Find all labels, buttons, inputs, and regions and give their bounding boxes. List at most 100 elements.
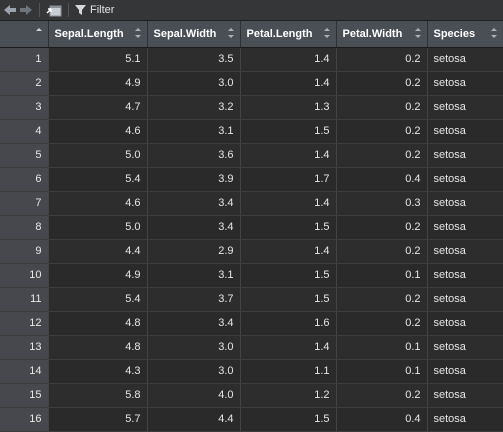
cell-sepal-length[interactable]: 4.9	[48, 263, 148, 288]
cell-species[interactable]: setosa	[427, 239, 503, 264]
cell-petal-length[interactable]: 1.5	[240, 119, 337, 144]
table-row[interactable]: 4 4.6 3.1 1.5 0.2 setosa	[0, 119, 503, 144]
table-row[interactable]: 3 4.7 3.2 1.3 0.2 setosa	[0, 95, 503, 120]
cell-petal-length[interactable]: 1.4	[240, 335, 337, 360]
cell-sepal-length[interactable]: 4.4	[48, 239, 148, 264]
cell-species[interactable]: setosa	[427, 167, 503, 192]
sort-arrows-icon[interactable]	[227, 27, 234, 39]
filter-button[interactable]: Filter	[75, 2, 114, 18]
table-row[interactable]: 14 4.3 3.0 1.1 0.1 setosa	[0, 359, 503, 384]
table-row[interactable]: 11 5.4 3.7 1.5 0.2 setosa	[0, 287, 503, 312]
cell-petal-length[interactable]: 1.5	[240, 215, 337, 240]
table-row[interactable]: 5 5.0 3.6 1.4 0.2 setosa	[0, 143, 503, 168]
cell-species[interactable]: setosa	[427, 71, 503, 96]
cell-petal-length[interactable]: 1.4	[240, 71, 337, 96]
cell-petal-width[interactable]: 0.2	[336, 95, 428, 120]
cell-sepal-length[interactable]: 4.3	[48, 359, 148, 384]
cell-species[interactable]: setosa	[427, 359, 503, 384]
cell-species[interactable]: setosa	[427, 215, 503, 240]
cell-petal-width[interactable]: 0.3	[336, 191, 428, 216]
cell-sepal-length[interactable]: 5.8	[48, 383, 148, 408]
column-header-species[interactable]: Species	[427, 21, 503, 48]
cell-petal-length[interactable]: 1.3	[240, 95, 337, 120]
column-header-petal-width[interactable]: Petal.Width	[336, 21, 428, 48]
table-row[interactable]: 12 4.8 3.4 1.6 0.2 setosa	[0, 311, 503, 336]
table-row[interactable]: 16 5.7 4.4 1.5 0.4 setosa	[0, 407, 503, 432]
cell-species[interactable]: setosa	[427, 287, 503, 312]
sort-arrows-icon[interactable]	[414, 27, 421, 39]
table-row[interactable]: 13 4.8 3.0 1.4 0.1 setosa	[0, 335, 503, 360]
cell-petal-length[interactable]: 1.4	[240, 47, 337, 72]
table-row[interactable]: 1 5.1 3.5 1.4 0.2 setosa	[0, 47, 503, 72]
cell-sepal-width[interactable]: 3.9	[147, 167, 241, 192]
cell-petal-length[interactable]: 1.2	[240, 383, 337, 408]
cell-sepal-width[interactable]: 3.4	[147, 191, 241, 216]
cell-species[interactable]: setosa	[427, 383, 503, 408]
cell-petal-width[interactable]: 0.2	[336, 119, 428, 144]
cell-sepal-width[interactable]: 3.0	[147, 335, 241, 360]
popout-window-icon[interactable]	[46, 2, 62, 18]
cell-petal-width[interactable]: 0.2	[336, 239, 428, 264]
cell-sepal-width[interactable]: 3.0	[147, 71, 241, 96]
cell-sepal-width[interactable]: 3.1	[147, 263, 241, 288]
cell-petal-length[interactable]: 1.5	[240, 263, 337, 288]
cell-species[interactable]: setosa	[427, 407, 503, 432]
cell-sepal-length[interactable]: 5.0	[48, 215, 148, 240]
cell-species[interactable]: setosa	[427, 119, 503, 144]
forward-arrow-icon[interactable]	[19, 2, 33, 18]
cell-petal-width[interactable]: 0.2	[336, 287, 428, 312]
cell-species[interactable]: setosa	[427, 263, 503, 288]
cell-petal-length[interactable]: 1.7	[240, 167, 337, 192]
cell-petal-width[interactable]: 0.2	[336, 143, 428, 168]
table-row[interactable]: 7 4.6 3.4 1.4 0.3 setosa	[0, 191, 503, 216]
cell-sepal-width[interactable]: 3.5	[147, 47, 241, 72]
cell-petal-length[interactable]: 1.4	[240, 143, 337, 168]
cell-sepal-width[interactable]: 3.2	[147, 95, 241, 120]
sort-arrows-icon[interactable]	[323, 27, 330, 39]
column-header-sepal-width[interactable]: Sepal.Width	[147, 21, 241, 48]
cell-petal-width[interactable]: 0.1	[336, 263, 428, 288]
cell-petal-length[interactable]: 1.5	[240, 407, 337, 432]
cell-sepal-width[interactable]: 3.1	[147, 119, 241, 144]
cell-petal-width[interactable]: 0.4	[336, 167, 428, 192]
cell-sepal-width[interactable]: 3.7	[147, 287, 241, 312]
cell-petal-width[interactable]: 0.2	[336, 71, 428, 96]
cell-sepal-length[interactable]: 4.8	[48, 311, 148, 336]
table-row[interactable]: 6 5.4 3.9 1.7 0.4 setosa	[0, 167, 503, 192]
sort-arrows-icon[interactable]	[134, 27, 141, 39]
cell-sepal-width[interactable]: 3.6	[147, 143, 241, 168]
cell-sepal-length[interactable]: 4.6	[48, 119, 148, 144]
column-header-sepal-length[interactable]: Sepal.Length	[48, 21, 148, 48]
cell-species[interactable]: setosa	[427, 335, 503, 360]
cell-sepal-length[interactable]: 5.1	[48, 47, 148, 72]
cell-sepal-width[interactable]: 2.9	[147, 239, 241, 264]
cell-sepal-length[interactable]: 5.4	[48, 167, 148, 192]
cell-species[interactable]: setosa	[427, 95, 503, 120]
cell-petal-width[interactable]: 0.4	[336, 407, 428, 432]
cell-petal-width[interactable]: 0.2	[336, 215, 428, 240]
cell-petal-length[interactable]: 1.5	[240, 287, 337, 312]
cell-sepal-length[interactable]: 4.8	[48, 335, 148, 360]
cell-sepal-width[interactable]: 3.4	[147, 311, 241, 336]
cell-species[interactable]: setosa	[427, 143, 503, 168]
table-row[interactable]: 10 4.9 3.1 1.5 0.1 setosa	[0, 263, 503, 288]
cell-species[interactable]: setosa	[427, 311, 503, 336]
cell-species[interactable]: setosa	[427, 191, 503, 216]
header-corner[interactable]	[0, 21, 49, 48]
cell-sepal-width[interactable]: 4.4	[147, 407, 241, 432]
cell-petal-width[interactable]: 0.1	[336, 359, 428, 384]
back-arrow-icon[interactable]	[3, 2, 17, 18]
cell-petal-length[interactable]: 1.4	[240, 191, 337, 216]
cell-sepal-length[interactable]: 5.4	[48, 287, 148, 312]
cell-petal-width[interactable]: 0.1	[336, 335, 428, 360]
cell-species[interactable]: setosa	[427, 47, 503, 72]
sort-arrows-icon[interactable]	[490, 27, 497, 39]
cell-sepal-width[interactable]: 3.0	[147, 359, 241, 384]
cell-sepal-length[interactable]: 4.9	[48, 71, 148, 96]
cell-sepal-length[interactable]: 5.0	[48, 143, 148, 168]
cell-petal-width[interactable]: 0.2	[336, 311, 428, 336]
cell-sepal-length[interactable]: 4.6	[48, 191, 148, 216]
cell-petal-length[interactable]: 1.6	[240, 311, 337, 336]
column-header-petal-length[interactable]: Petal.Length	[240, 21, 337, 48]
table-row[interactable]: 2 4.9 3.0 1.4 0.2 setosa	[0, 71, 503, 96]
